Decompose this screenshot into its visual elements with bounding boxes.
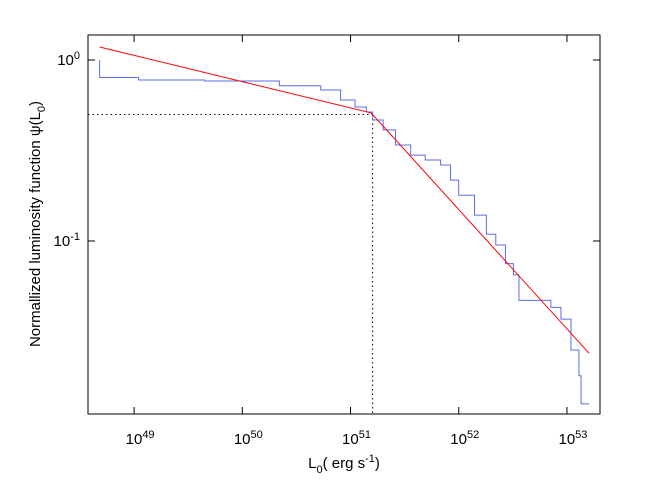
- x-tick-label: 1053​: [558, 429, 587, 448]
- x-axis-label: L0​( erg s-1​): [308, 453, 380, 476]
- x-tick-label: 1050​: [234, 429, 263, 448]
- x-tick-label: 1049​: [126, 429, 155, 448]
- plot-frame: [87, 34, 601, 415]
- y-tick-label: 10-1​: [54, 231, 80, 250]
- series-line: [99, 46, 590, 354]
- y-axis-label: Normallized luminosity function ψ(L0​): [27, 101, 48, 347]
- x-tick-label: 1052​: [450, 429, 479, 448]
- y-tick-label: 100​: [57, 50, 80, 69]
- series-line: [99, 59, 590, 405]
- x-tick-label: 1051​: [342, 429, 371, 448]
